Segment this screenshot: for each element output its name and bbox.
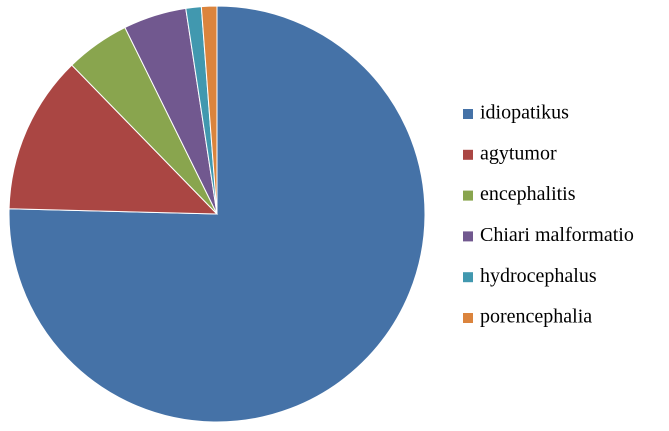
legend: idiopatikus agytumor encephalitis Chiari ma… <box>463 102 634 328</box>
legend-label: idiopatikus <box>480 102 569 124</box>
legend-label: encephalitis <box>480 183 576 205</box>
legend-label: porencephalia <box>480 306 592 328</box>
legend-label: Chiari malformatio <box>480 224 634 246</box>
pie <box>8 5 426 423</box>
legend-swatch <box>463 109 473 119</box>
pie-slice <box>8 64 219 215</box>
legend-swatch <box>463 272 473 283</box>
legend-swatch <box>463 313 473 323</box>
pie-slice <box>200 5 218 215</box>
legend-label: hydrocephalus <box>480 265 597 287</box>
legend-label: agytumor <box>480 142 557 164</box>
legend-swatch <box>463 231 473 242</box>
legend-swatch <box>463 149 473 160</box>
legend-swatch <box>463 190 473 201</box>
